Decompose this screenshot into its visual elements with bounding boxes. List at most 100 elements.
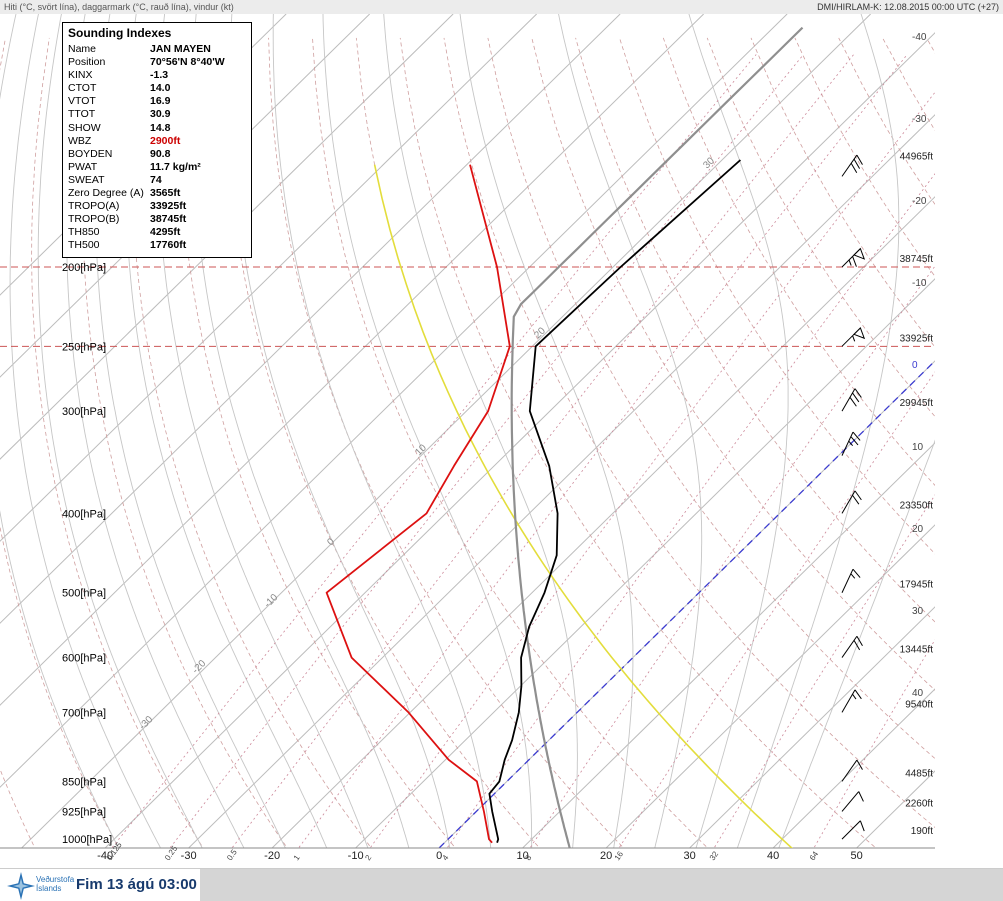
footer-bar: Veðurstofa Íslands Fim 13 ágú 03:00 — [0, 868, 1003, 901]
index-value: 2900ft — [150, 135, 180, 148]
wind-barb — [842, 821, 864, 839]
moist-adiabat — [736, 2, 899, 851]
index-row: TROPO(A)33925ft — [68, 200, 246, 213]
isotherm — [523, 14, 1003, 848]
svg-text:-20: -20 — [912, 196, 927, 207]
index-label: Zero Degree (A) — [68, 187, 150, 200]
svg-text:40: 40 — [767, 850, 779, 862]
zero-isotherm — [439, 14, 1003, 848]
dry-adiabat — [751, 38, 1003, 852]
svg-text:-30: -30 — [181, 850, 197, 862]
panel-title: Sounding Indexes — [68, 26, 246, 40]
svg-text:23350ft: 23350ft — [900, 500, 934, 511]
wind-barb — [842, 249, 864, 267]
org-name: Veðurstofa Íslands — [36, 875, 74, 893]
moist-adiabat — [323, 2, 532, 851]
valid-time-label: Fim 13 ágú 03:00 — [76, 876, 197, 893]
isotherm — [439, 14, 1003, 848]
svg-text:-20: -20 — [264, 850, 280, 862]
svg-text:10: 10 — [912, 442, 924, 453]
svg-text:-10: -10 — [912, 278, 927, 289]
dry-adiabat — [269, 38, 627, 852]
index-label: TH500 — [68, 239, 150, 252]
wind-barb — [842, 491, 861, 514]
svg-text:0.5: 0.5 — [225, 847, 239, 862]
index-value: JAN MAYEN — [150, 43, 211, 56]
index-label: TH850 — [68, 226, 150, 239]
svg-text:0.25: 0.25 — [163, 844, 180, 862]
index-label: SHOW — [68, 122, 150, 135]
svg-text:0: 0 — [325, 536, 337, 548]
temperature-curve — [489, 160, 740, 843]
svg-text:40: 40 — [912, 688, 924, 699]
model-run-text: DMI/HIRLAM-K: 12.08.2015 00:00 UTC (+27) — [817, 2, 999, 12]
index-label: TROPO(A) — [68, 200, 150, 213]
footer-gray-strip — [200, 869, 1003, 901]
isotherm — [356, 14, 1003, 848]
isotherm — [189, 14, 1003, 848]
isotherm — [690, 14, 1003, 848]
dry-adiabat — [707, 38, 1003, 852]
svg-text:2260ft: 2260ft — [905, 798, 933, 809]
dry-adiabat — [663, 38, 1003, 852]
index-label: PWAT — [68, 161, 150, 174]
isotherm — [773, 14, 1003, 848]
svg-text:33925ft: 33925ft — [900, 333, 934, 344]
dry-adiabat — [970, 38, 1003, 852]
svg-text:300[hPa]: 300[hPa] — [62, 406, 106, 418]
svg-text:250[hPa]: 250[hPa] — [62, 341, 106, 353]
index-value: 4295ft — [150, 226, 180, 239]
index-value: 33925ft — [150, 200, 186, 213]
svg-text:2: 2 — [363, 853, 373, 862]
index-label: BOYDEN — [68, 148, 150, 161]
svg-text:1000[hPa]: 1000[hPa] — [62, 834, 112, 846]
svg-text:700[hPa]: 700[hPa] — [62, 707, 106, 719]
svg-text:-40: -40 — [912, 32, 927, 43]
svg-text:32: 32 — [708, 849, 721, 862]
svg-text:20: 20 — [600, 850, 612, 862]
index-value: 30.9 — [150, 108, 170, 121]
index-value: 17760ft — [150, 239, 186, 252]
dry-adiabat — [576, 38, 1003, 852]
svg-text:-20: -20 — [190, 658, 208, 676]
index-value: 11.7 kg/m² — [150, 161, 201, 174]
svg-text:0: 0 — [912, 360, 918, 371]
index-value: 14.8 — [150, 122, 170, 135]
svg-text:64: 64 — [808, 849, 821, 862]
svg-text:190ft: 190ft — [911, 826, 933, 837]
dry-adiabat — [927, 38, 1003, 852]
dry-adiabat — [225, 38, 543, 852]
svg-text:30: 30 — [701, 155, 717, 171]
standard-atmosphere-curve — [512, 28, 803, 850]
index-value: 74 — [150, 174, 162, 187]
moist-adiabat — [556, 2, 702, 851]
wind-barb — [842, 792, 863, 812]
index-label: KINX — [68, 69, 150, 82]
wind-barb — [842, 328, 864, 346]
svg-text:38745ft: 38745ft — [900, 254, 934, 265]
index-label: CTOT — [68, 82, 150, 95]
wind-barbs — [842, 155, 864, 839]
index-value: -1.3 — [150, 69, 168, 82]
wind-barb — [842, 389, 861, 412]
met-office-logo-icon — [6, 871, 36, 901]
index-value: 90.8 — [150, 148, 170, 161]
index-row: TROPO(B)38745ft — [68, 213, 246, 226]
svg-text:10: 10 — [413, 442, 429, 458]
svg-text:9540ft: 9540ft — [905, 699, 933, 710]
mixing-ratio-line — [712, 55, 1003, 852]
svg-text:44965ft: 44965ft — [900, 152, 934, 163]
wind-barb — [842, 690, 861, 713]
svg-text:-30: -30 — [912, 114, 927, 125]
svg-text:600[hPa]: 600[hPa] — [62, 653, 106, 665]
index-row: Zero Degree (A)3565ft — [68, 187, 246, 200]
